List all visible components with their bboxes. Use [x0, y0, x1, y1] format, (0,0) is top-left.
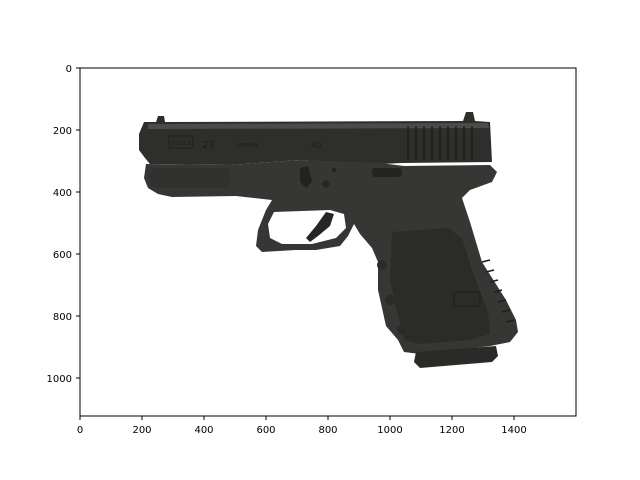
x-tick-label: 1200	[439, 425, 464, 436]
x-tick-label: 200	[132, 425, 151, 436]
frame-pin	[322, 180, 330, 188]
x-tick-label: 0	[77, 425, 83, 436]
engraving-model: 23	[202, 140, 215, 151]
engraving-caliber: 40	[311, 141, 321, 150]
magazine-base	[414, 346, 498, 368]
x-tick: 400	[194, 416, 214, 436]
rail	[150, 168, 230, 188]
y-tick-label: 1000	[47, 374, 72, 385]
y-tick-label: 400	[53, 188, 72, 199]
x-tick: 800	[318, 416, 338, 436]
y-tick-label: 800	[53, 312, 72, 323]
x-axis: 0 200 400 600 800 1000 1200 1400	[77, 416, 527, 436]
engraving-brand: GLOCK	[171, 140, 193, 147]
grip-texture-panel	[390, 228, 490, 344]
y-tick: 800	[53, 312, 80, 323]
x-tick: 0	[77, 416, 83, 436]
x-tick-label: 1400	[501, 425, 526, 436]
finger-grooves	[377, 260, 407, 335]
y-tick-label: 0	[66, 64, 72, 75]
y-tick-label: 200	[53, 126, 72, 137]
slide-top-highlight	[148, 123, 489, 129]
grip-logo	[453, 291, 481, 307]
x-tick-label: 400	[194, 425, 213, 436]
x-tick-label: 800	[318, 425, 337, 436]
engraving-logo-box	[168, 135, 194, 149]
x-tick: 1000	[377, 416, 403, 436]
backstrap-ridges	[481, 259, 515, 323]
slide-serrations	[407, 126, 473, 160]
y-axis: 0 200 400 600 800 1000	[47, 64, 80, 385]
x-tick: 200	[132, 416, 152, 436]
x-tick: 600	[256, 416, 276, 436]
trigger	[306, 212, 334, 242]
y-tick: 1000	[47, 374, 80, 385]
y-tick: 200	[53, 126, 80, 137]
pistol-image: GLOCK 23 AUSTRIA 40	[139, 112, 518, 368]
x-tick-label: 600	[256, 425, 275, 436]
y-tick-label: 600	[53, 250, 72, 261]
frame-pin	[331, 167, 337, 173]
y-tick: 600	[53, 250, 80, 261]
x-tick-label: 1000	[377, 425, 402, 436]
y-tick: 0	[66, 64, 80, 75]
takedown-lever	[300, 166, 312, 188]
slide-stop	[372, 168, 402, 177]
engraving-country: AUSTRIA	[236, 143, 258, 149]
x-tick: 1400	[501, 416, 527, 436]
y-tick: 400	[53, 188, 80, 199]
x-tick: 1200	[439, 416, 465, 436]
